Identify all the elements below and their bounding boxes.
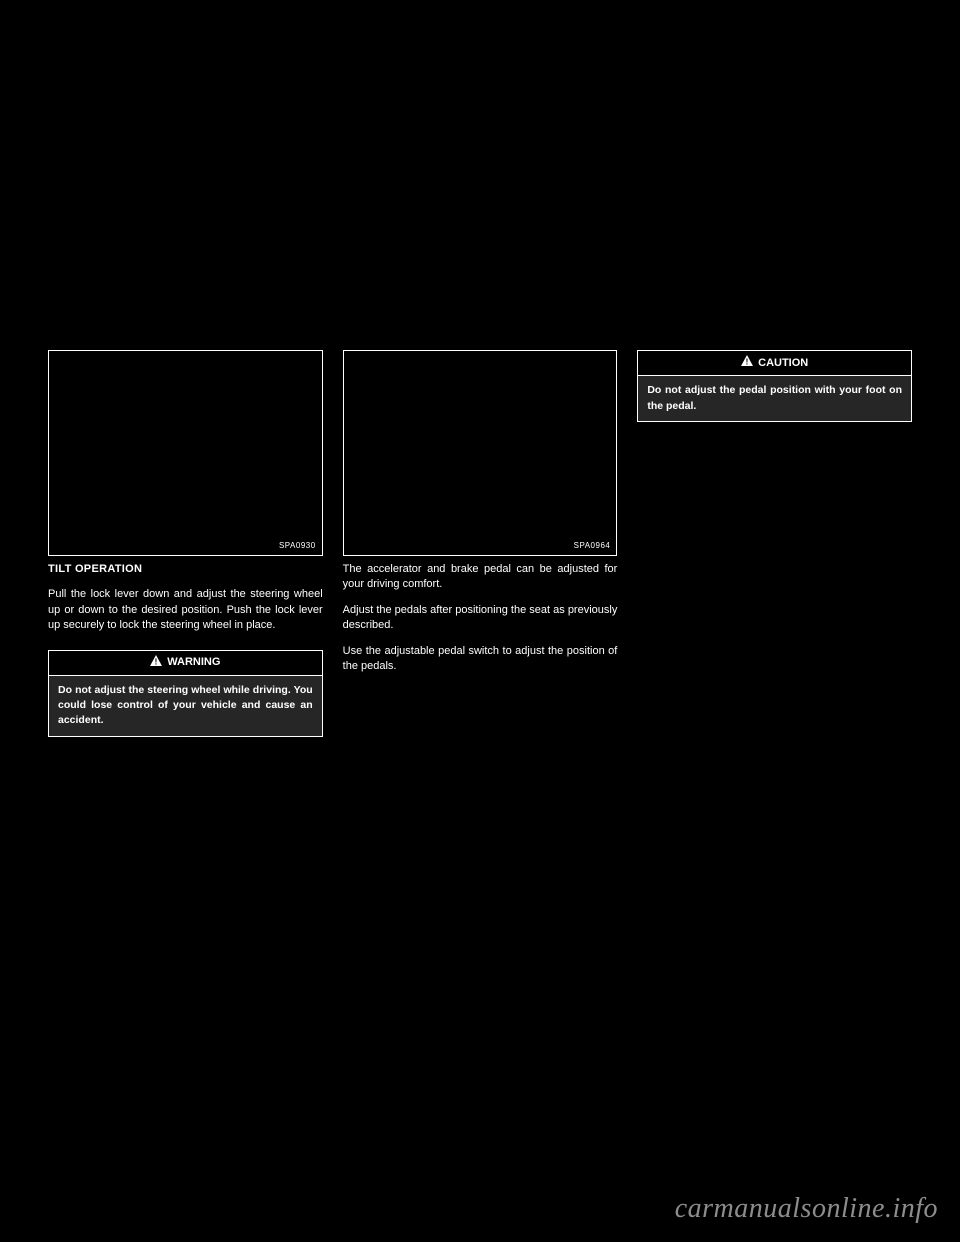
caution-box: ! CAUTION Do not adjust the pedal positi… — [637, 350, 912, 422]
watermark-text: carmanualsonline.info — [675, 1189, 938, 1228]
paragraph-pedal-1: The accelerator and brake pedal can be a… — [343, 562, 618, 593]
figure-code: SPA0930 — [279, 540, 316, 551]
paragraph-pedal-3: Use the adjustable pedal switch to adjus… — [343, 644, 618, 675]
warning-box: ! WARNING Do not adjust the steering whe… — [48, 650, 323, 737]
figure-tilt-operation: SPA0930 — [48, 350, 323, 556]
warning-label: WARNING — [167, 655, 220, 670]
caution-header: ! CAUTION — [638, 351, 911, 376]
column-left: SPA0930 TILT OPERATION Pull the lock lev… — [48, 350, 323, 747]
warning-header: ! WARNING — [49, 651, 322, 676]
column-right: ! CAUTION Do not adjust the pedal positi… — [637, 350, 912, 747]
caution-icon: ! — [741, 355, 753, 371]
column-middle: SPA0964 The accelerator and brake pedal … — [343, 350, 618, 747]
svg-text:!: ! — [155, 657, 158, 666]
figure-code: SPA0964 — [574, 540, 611, 551]
svg-text:!: ! — [746, 358, 749, 367]
paragraph-tilt: Pull the lock lever down and adjust the … — [48, 587, 323, 633]
paragraph-pedal-2: Adjust the pedals after positioning the … — [343, 603, 618, 634]
section-heading-tilt: TILT OPERATION — [48, 562, 323, 577]
figure-pedal-adjust: SPA0964 — [343, 350, 618, 556]
warning-icon: ! — [150, 655, 162, 671]
caution-label: CAUTION — [758, 356, 808, 371]
warning-body: Do not adjust the steering wheel while d… — [49, 676, 322, 736]
caution-body: Do not adjust the pedal position with yo… — [638, 376, 911, 420]
